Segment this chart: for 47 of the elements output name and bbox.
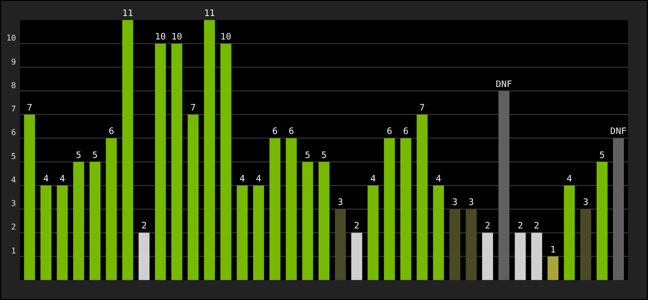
data-label: 4 (256, 174, 262, 184)
data-label: 6 (272, 127, 278, 138)
data-label: 6 (386, 127, 392, 138)
data-label: 7 (26, 104, 32, 114)
data-label: 5 (599, 150, 605, 161)
data-label: 4 (370, 174, 376, 184)
data-label: 7 (419, 104, 425, 114)
y-tick-label: 9 (11, 57, 16, 66)
data-label: 7 (190, 104, 196, 114)
data-label: 11 (122, 9, 134, 19)
y-tick-label: 8 (11, 80, 16, 90)
data-label: 4 (566, 174, 572, 184)
data-label: 5 (76, 150, 82, 161)
y-tick-label: 10 (6, 34, 16, 43)
y-tick-label: 2 (11, 222, 16, 232)
data-label: 3 (468, 198, 474, 208)
y-tick-label: 1 (11, 246, 16, 256)
data-label: 4 (240, 174, 245, 184)
data-label: 2 (141, 222, 147, 232)
y-tick-label: 5 (11, 152, 16, 161)
data-label: DNF (496, 80, 512, 90)
data-label: 5 (92, 150, 98, 161)
data-label: 6 (288, 127, 294, 138)
data-label: 10 (220, 32, 232, 43)
data-label: 10 (171, 32, 182, 43)
data-label: 2 (484, 222, 490, 232)
data-label: DNF (610, 127, 627, 138)
data-label: 3 (583, 198, 588, 208)
data-label: 2 (354, 222, 360, 232)
data-label: 2 (518, 222, 523, 232)
data-label: 11 (204, 9, 215, 19)
data-label: 5 (304, 150, 310, 161)
data-label: 6 (403, 127, 408, 138)
data-label: 4 (43, 174, 49, 184)
y-tick-label: 7 (11, 104, 16, 114)
data-label: 5 (321, 150, 327, 161)
data-label: 1 (550, 245, 556, 256)
data-label: 3 (338, 198, 344, 208)
data-label: 10 (155, 32, 166, 43)
y-tick-label: 3 (11, 199, 16, 208)
y-tick-label: 6 (11, 128, 16, 138)
data-label: 2 (534, 222, 540, 232)
data-label: 4 (60, 174, 65, 184)
data-label: 6 (108, 127, 114, 138)
y-tick-label: 4 (11, 175, 16, 184)
data-label: 3 (452, 198, 458, 208)
data-label: 4 (436, 174, 442, 184)
